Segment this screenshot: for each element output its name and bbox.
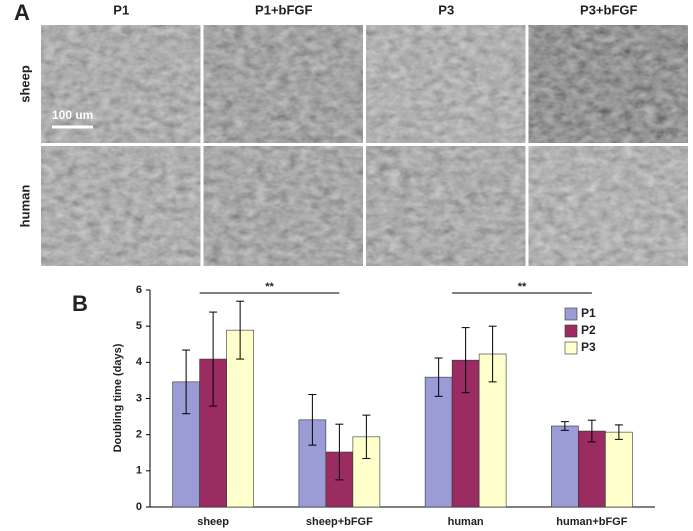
x-tick-label: sheep — [197, 516, 229, 528]
micrograph — [41, 25, 201, 143]
x-tick-label: human — [448, 516, 484, 528]
column-header: P3 — [438, 2, 454, 17]
bar — [605, 431, 633, 508]
micrograph — [366, 146, 526, 266]
legend-swatch — [564, 324, 578, 338]
y-tick-label: 1 — [136, 465, 142, 477]
column-header: P3+bFGF — [580, 2, 637, 17]
bar — [578, 430, 606, 508]
legend-swatch — [564, 341, 578, 355]
legend-swatch — [564, 307, 578, 321]
column-header: P1+bFGF — [255, 2, 312, 17]
x-tick-label: human+bFGF — [556, 516, 627, 528]
legend-label: P3 — [581, 340, 596, 354]
scale-bar-label: 100 um — [52, 108, 93, 122]
y-tick-label: 5 — [136, 320, 142, 332]
y-tick-label: 6 — [136, 284, 142, 296]
bar — [424, 376, 453, 508]
y-axis-label: Doubling time (days) — [112, 343, 124, 452]
y-tick-label: 0 — [136, 501, 142, 513]
x-tick-label: sheep+bFGF — [306, 516, 373, 528]
micrograph — [203, 146, 363, 266]
row-label: human — [17, 185, 32, 228]
micrograph — [528, 146, 688, 266]
micrograph — [203, 25, 363, 143]
panel-label: B — [72, 291, 88, 316]
panel-label: A — [14, 0, 30, 25]
bar — [551, 425, 579, 508]
micrograph — [528, 25, 688, 143]
column-header: P1 — [113, 2, 129, 17]
y-tick-label: 3 — [136, 392, 142, 404]
micrograph — [366, 25, 526, 143]
significance-label: ** — [518, 281, 527, 293]
bar — [226, 329, 254, 508]
bar — [298, 419, 327, 508]
y-tick-label: 2 — [136, 429, 142, 441]
micrograph — [41, 146, 201, 266]
significance-label: ** — [265, 281, 274, 293]
legend-label: P2 — [581, 323, 596, 337]
row-label: sheep — [17, 65, 32, 103]
legend-label: P1 — [581, 306, 596, 320]
y-tick-label: 4 — [136, 356, 143, 368]
